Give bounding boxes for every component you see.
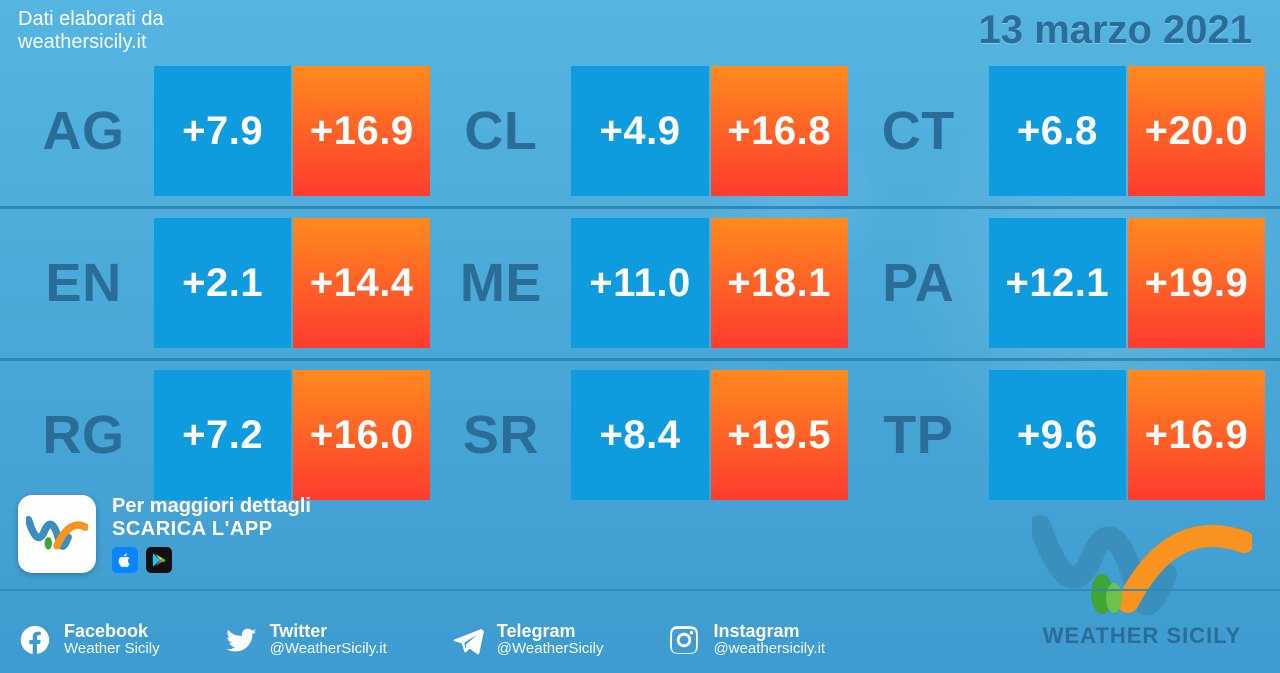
province-label: PA — [850, 218, 987, 348]
social-bar: FacebookWeather SicilyTwitter@WeatherSic… — [18, 622, 825, 657]
promo-line-2: SCARICA L'APP — [112, 518, 311, 541]
row-separator — [0, 206, 1280, 209]
temp-high: +14.4 — [293, 218, 430, 348]
social-handle: @WeatherSicily.it — [270, 641, 387, 657]
ws-logo-small-icon — [26, 503, 88, 565]
province-label: TP — [850, 370, 987, 500]
temp-low: +6.8 — [989, 66, 1126, 196]
temp-low: +9.6 — [989, 370, 1126, 500]
province-label: CL — [432, 66, 569, 196]
social-text: Telegram@WeatherSicily — [497, 622, 604, 657]
social-text: Twitter@WeatherSicily.it — [270, 622, 387, 657]
facebook-icon — [18, 623, 52, 657]
social-name: Instagram — [713, 622, 825, 641]
temp-high: +16.9 — [293, 66, 430, 196]
social-handle: @weathersicily.it — [713, 641, 825, 657]
credit-block: Dati elaborati da weathersicily.it — [18, 8, 164, 54]
ws-logo-caption: WEATHER SICILY — [1032, 623, 1252, 649]
social-handle: @WeatherSicily — [497, 641, 604, 657]
province-label: CT — [850, 66, 987, 196]
social-twitter: Twitter@WeatherSicily.it — [224, 622, 387, 657]
social-name: Twitter — [270, 622, 387, 641]
province-label: RG — [15, 370, 152, 500]
social-instagram: Instagram@weathersicily.it — [667, 622, 825, 657]
playstore-icon — [146, 547, 172, 573]
temp-low: +7.9 — [154, 66, 291, 196]
date-label: 13 marzo 2021 — [978, 8, 1252, 53]
instagram-icon — [667, 623, 701, 657]
province-label: EN — [15, 218, 152, 348]
ws-logo-large-icon — [1032, 502, 1252, 622]
app-icon — [18, 495, 96, 573]
temp-low: +11.0 — [571, 218, 708, 348]
temp-high: +18.1 — [711, 218, 848, 348]
appstore-icon — [112, 547, 138, 573]
temp-low: +12.1 — [989, 218, 1126, 348]
temp-low: +2.1 — [154, 218, 291, 348]
header: Dati elaborati da weathersicily.it 13 ma… — [0, 0, 1280, 66]
temp-high: +16.8 — [711, 66, 848, 196]
social-text: FacebookWeather Sicily — [64, 622, 160, 657]
app-promo-text: Per maggiori dettagli SCARICA L'APP — [112, 495, 311, 573]
telegram-icon — [451, 623, 485, 657]
temp-high: +16.0 — [293, 370, 430, 500]
row-separator — [0, 358, 1280, 361]
footer-separator — [0, 589, 1280, 591]
promo-line-1: Per maggiori dettagli — [112, 495, 311, 518]
province-label: ME — [432, 218, 569, 348]
store-badges — [112, 547, 311, 573]
temp-high: +20.0 — [1128, 66, 1265, 196]
social-facebook: FacebookWeather Sicily — [18, 622, 160, 657]
temp-high: +16.9 — [1128, 370, 1265, 500]
province-label: AG — [15, 66, 152, 196]
ws-logo-large: WEATHER SICILY — [1032, 502, 1252, 649]
temp-high: +19.5 — [711, 370, 848, 500]
temp-low: +7.2 — [154, 370, 291, 500]
social-telegram: Telegram@WeatherSicily — [451, 622, 604, 657]
temperature-grid: AG+7.9+16.9CL+4.9+16.8CT+6.8+20.0EN+2.1+… — [14, 66, 1266, 500]
credit-line-1: Dati elaborati da — [18, 8, 164, 31]
social-name: Telegram — [497, 622, 604, 641]
social-text: Instagram@weathersicily.it — [713, 622, 825, 657]
social-handle: Weather Sicily — [64, 641, 160, 657]
social-name: Facebook — [64, 622, 160, 641]
app-promo: Per maggiori dettagli SCARICA L'APP — [18, 495, 311, 573]
twitter-icon — [224, 623, 258, 657]
province-label: SR — [432, 370, 569, 500]
credit-line-2: weathersicily.it — [18, 31, 164, 54]
temp-low: +4.9 — [571, 66, 708, 196]
temp-high: +19.9 — [1128, 218, 1265, 348]
temp-low: +8.4 — [571, 370, 708, 500]
